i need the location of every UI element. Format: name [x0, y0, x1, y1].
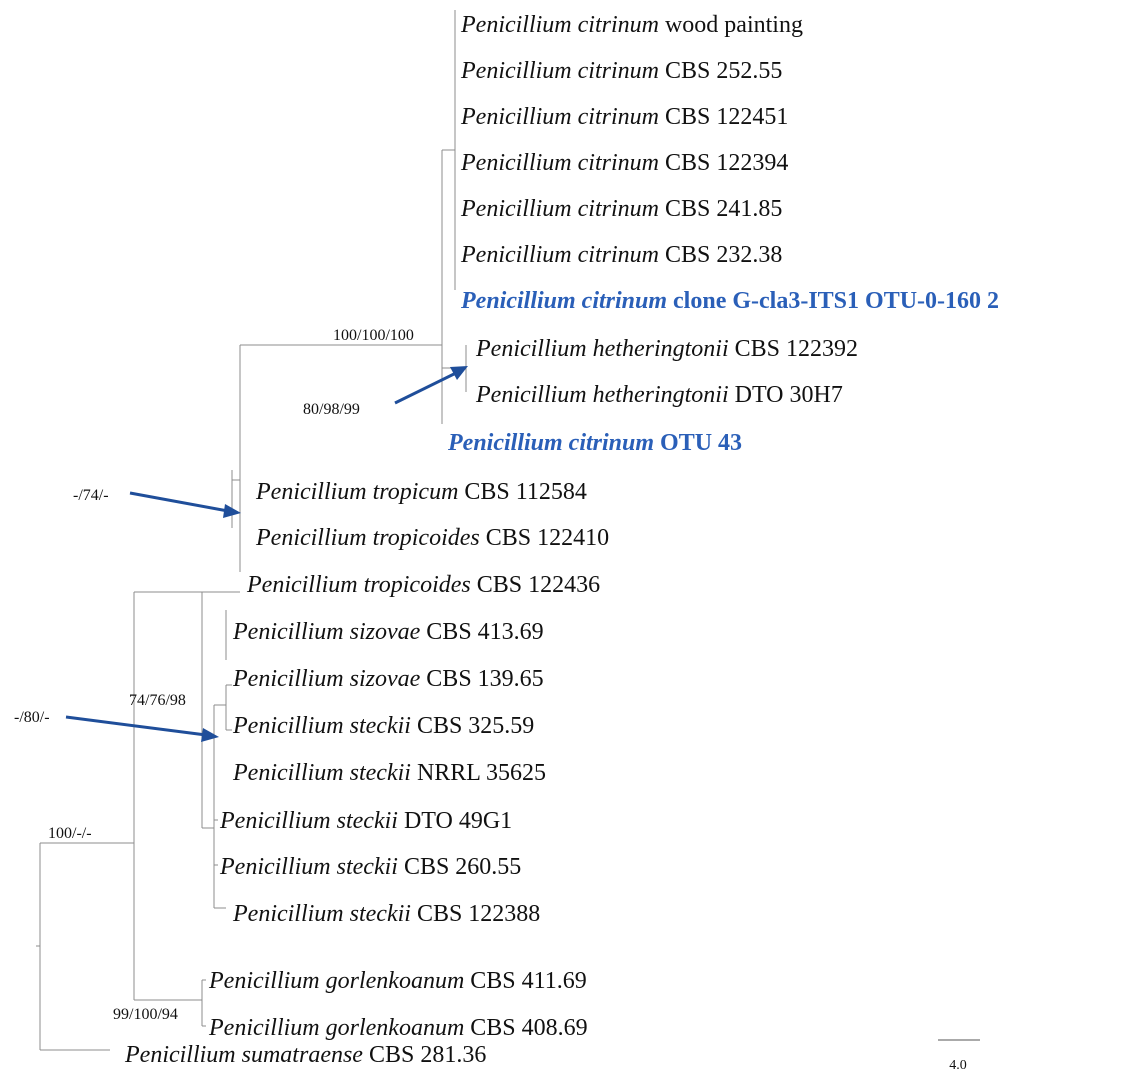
taxon-label: Penicillium tropicum CBS 112584	[255, 479, 587, 505]
highlighted-taxon-label: Penicillium citrinum OTU 43	[447, 430, 742, 456]
taxon-label: Penicillium citrinum CBS 241.85	[460, 196, 782, 222]
support-value: 80/98/99	[303, 401, 360, 418]
taxon-label: Penicillium citrinum CBS 122394	[460, 150, 788, 176]
arrow-tropicum	[129, 491, 241, 518]
taxon-label: Penicillium tropicoides CBS 122436	[246, 572, 600, 598]
taxon-label: Penicillium sumatraense CBS 281.36	[124, 1042, 486, 1068]
arrow-hetheringtonii	[394, 366, 468, 405]
taxon-label: Penicillium citrinum CBS 232.38	[460, 242, 782, 268]
taxon-label: Penicillium sizovae CBS 139.65	[232, 666, 544, 692]
taxon-label: Penicillium steckii CBS 260.55	[219, 854, 521, 880]
taxon-label: Penicillium sizovae CBS 413.69	[232, 619, 544, 645]
taxon-label: Penicillium steckii NRRL 35625	[232, 760, 546, 786]
taxon-label: Penicillium tropicoides CBS 122410	[255, 525, 609, 551]
taxon-label: Penicillium hetheringtonii DTO 30H7	[475, 382, 843, 408]
taxon-label: Penicillium citrinum CBS 122451	[460, 104, 788, 130]
taxon-label: Penicillium citrinum CBS 252.55	[460, 58, 782, 84]
taxon-label: Penicillium gorlenkoanum CBS 411.69	[208, 968, 587, 994]
taxon-label: Penicillium steckii CBS 325.59	[232, 713, 534, 739]
highlighted-taxon-label: Penicillium citrinum clone G-cla3-ITS1 O…	[460, 288, 999, 314]
support-value: 74/76/98	[129, 692, 186, 709]
taxon-label: Penicillium hetheringtonii CBS 122392	[475, 336, 858, 362]
taxon-labels: Penicillium citrinum wood painting Penic…	[124, 12, 999, 1068]
scale-bar: 4.0	[938, 1039, 980, 1073]
taxon-label: Penicillium citrinum wood painting	[460, 12, 803, 38]
taxon-label: Penicillium steckii CBS 122388	[232, 901, 540, 927]
support-value: -/80/-	[14, 709, 50, 726]
taxon-label: Penicillium steckii DTO 49G1	[219, 808, 512, 834]
annotation-arrows	[65, 366, 468, 742]
support-values: 100/100/100 80/98/99 -/74/- -/80/- 74/76…	[14, 327, 414, 1023]
scale-bar-label: 4.0	[949, 1058, 967, 1073]
tree-branches	[36, 10, 467, 1051]
support-value: -/74/-	[73, 487, 109, 504]
arrow-steckii	[65, 715, 219, 742]
support-value: 100/100/100	[333, 327, 414, 344]
support-value: 100/-/-	[48, 825, 92, 842]
support-value: 99/100/94	[113, 1006, 178, 1023]
taxon-label: Penicillium gorlenkoanum CBS 408.69	[208, 1015, 588, 1041]
